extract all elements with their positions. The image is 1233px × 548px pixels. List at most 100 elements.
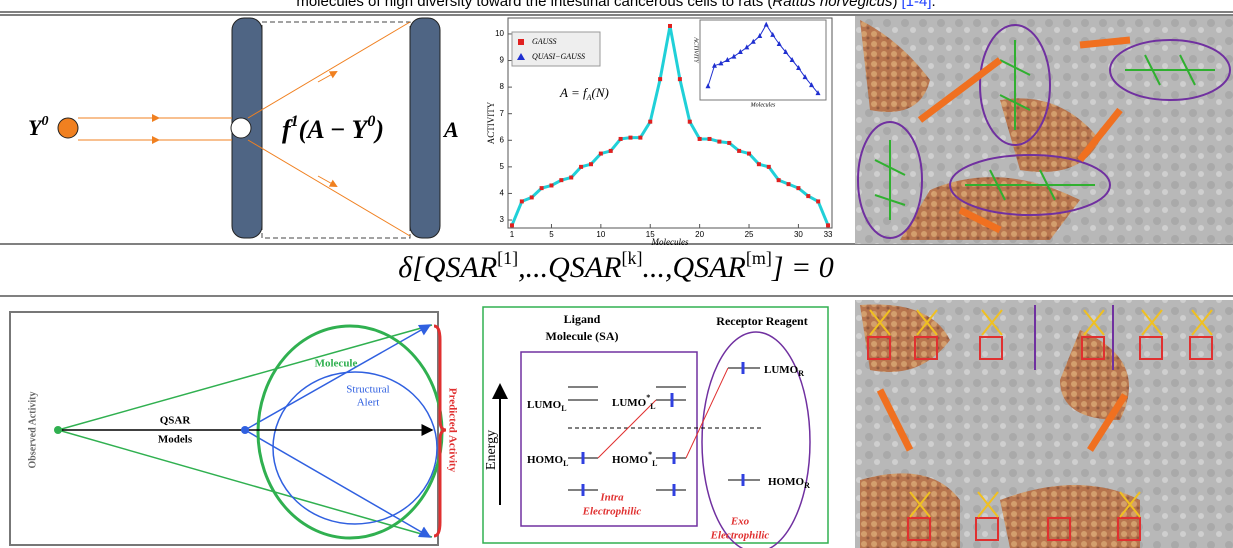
point bbox=[698, 137, 702, 141]
panel-a: Y0 f1(A − Y0) A bbox=[28, 18, 459, 238]
point bbox=[619, 137, 623, 141]
frame bbox=[10, 312, 438, 545]
sym: (A − Y bbox=[299, 115, 370, 144]
point bbox=[559, 178, 563, 182]
operator: f1(A − Y0) bbox=[282, 113, 384, 144]
point bbox=[569, 175, 573, 179]
point bbox=[549, 183, 553, 187]
formula: A = fA(N) bbox=[559, 85, 609, 102]
point bbox=[54, 426, 62, 434]
arrow bbox=[318, 72, 336, 82]
t: L bbox=[563, 459, 568, 468]
point bbox=[540, 186, 544, 190]
spins bbox=[583, 362, 743, 496]
sup: 0 bbox=[367, 113, 375, 130]
equation-sup: [m] bbox=[746, 248, 772, 268]
point bbox=[688, 120, 692, 124]
t: HOMO bbox=[527, 454, 563, 466]
exo-label: Exo bbox=[730, 516, 750, 528]
caption: molecules of high diversity toward the i… bbox=[296, 0, 935, 10]
t: R bbox=[804, 481, 810, 490]
legend-label: GAUSS bbox=[532, 37, 556, 46]
point bbox=[599, 152, 603, 156]
formula-part: (N) bbox=[591, 85, 608, 100]
point bbox=[589, 162, 593, 166]
model-label: QSAR bbox=[160, 415, 192, 427]
intra-label: Electrophilic bbox=[582, 506, 642, 518]
equation-part: ,...QSAR bbox=[518, 251, 621, 284]
point bbox=[826, 223, 830, 227]
panel-e: Ligand Molecule (SA) Receptor Reagent En… bbox=[483, 307, 828, 548]
caption-text: molecules of high diversity toward the i… bbox=[296, 0, 772, 10]
level-label: LUMO*L bbox=[612, 393, 656, 411]
point bbox=[806, 194, 810, 198]
point bbox=[658, 77, 662, 81]
panel-f bbox=[855, 300, 1233, 548]
bracket bbox=[434, 326, 446, 536]
x-tick-label: 33 bbox=[824, 230, 833, 239]
exo-label: Electrophilic bbox=[710, 530, 770, 542]
t: L bbox=[561, 404, 566, 413]
point bbox=[796, 186, 800, 190]
x-axis-label: Molecules bbox=[651, 237, 689, 247]
t: LUMO bbox=[612, 397, 647, 409]
point bbox=[816, 199, 820, 203]
caption-end: . bbox=[931, 0, 935, 10]
legend-label: QUASI−GAUSS bbox=[532, 52, 585, 61]
alert-label: Structural bbox=[346, 384, 389, 396]
point bbox=[727, 141, 731, 145]
point bbox=[510, 223, 514, 227]
aperture bbox=[231, 118, 251, 138]
y-tick-label: 9 bbox=[500, 56, 505, 65]
legend-marker bbox=[518, 39, 524, 45]
molecule-label: Molecule bbox=[315, 358, 358, 370]
cone bbox=[58, 325, 432, 430]
level-label: LUMOL bbox=[527, 399, 567, 413]
t: L bbox=[652, 459, 657, 468]
y-tick-label: 6 bbox=[500, 135, 505, 144]
input-label: Y0 bbox=[28, 114, 48, 140]
sup: 0 bbox=[41, 114, 48, 129]
inset-x-label: Molecules bbox=[750, 102, 776, 108]
sup: 1 bbox=[291, 113, 299, 130]
formula-part: A = f bbox=[559, 85, 589, 100]
equation-part: δ[QSAR bbox=[398, 251, 497, 284]
x-tick-label: 5 bbox=[549, 230, 554, 239]
t: HOMO bbox=[612, 454, 648, 466]
y-axis-label: ACTIVITY bbox=[486, 101, 496, 144]
output-label: A bbox=[442, 117, 459, 142]
levels bbox=[568, 368, 760, 490]
equation-sup: [1] bbox=[497, 248, 518, 268]
point bbox=[241, 426, 249, 434]
transition bbox=[598, 368, 728, 458]
t: HOMO bbox=[768, 476, 804, 488]
point bbox=[668, 24, 672, 28]
y-tick-label: 7 bbox=[500, 109, 505, 118]
t: R bbox=[798, 369, 804, 378]
point bbox=[777, 178, 781, 182]
point bbox=[520, 199, 524, 203]
energy-label: Energy bbox=[484, 430, 499, 470]
point bbox=[757, 162, 761, 166]
ligand-label: Molecule (SA) bbox=[546, 329, 619, 343]
y-tick-label: 3 bbox=[500, 215, 505, 224]
point bbox=[648, 120, 652, 124]
point bbox=[787, 182, 791, 186]
caption-species: Rattus norvegicus bbox=[772, 0, 893, 10]
y-tick-label: 5 bbox=[500, 162, 505, 171]
y-tick-label: 10 bbox=[495, 29, 504, 38]
arrow bbox=[318, 176, 336, 186]
point bbox=[717, 140, 721, 144]
t: LUMO bbox=[764, 364, 799, 376]
equation-sup: [k] bbox=[622, 248, 643, 268]
point bbox=[747, 152, 751, 156]
y-tick-label: 4 bbox=[500, 189, 505, 198]
ray bbox=[248, 140, 410, 236]
point bbox=[628, 136, 632, 140]
caption-ref: [1-4] bbox=[901, 0, 931, 10]
x-tick-label: 20 bbox=[695, 230, 704, 239]
x-tick-label: 10 bbox=[596, 230, 605, 239]
x-tick-label: 1 bbox=[510, 230, 515, 239]
x-tick-label: 30 bbox=[794, 230, 803, 239]
panel-b: 34567891015101520253033MoleculesACTIVITY… bbox=[486, 18, 833, 247]
